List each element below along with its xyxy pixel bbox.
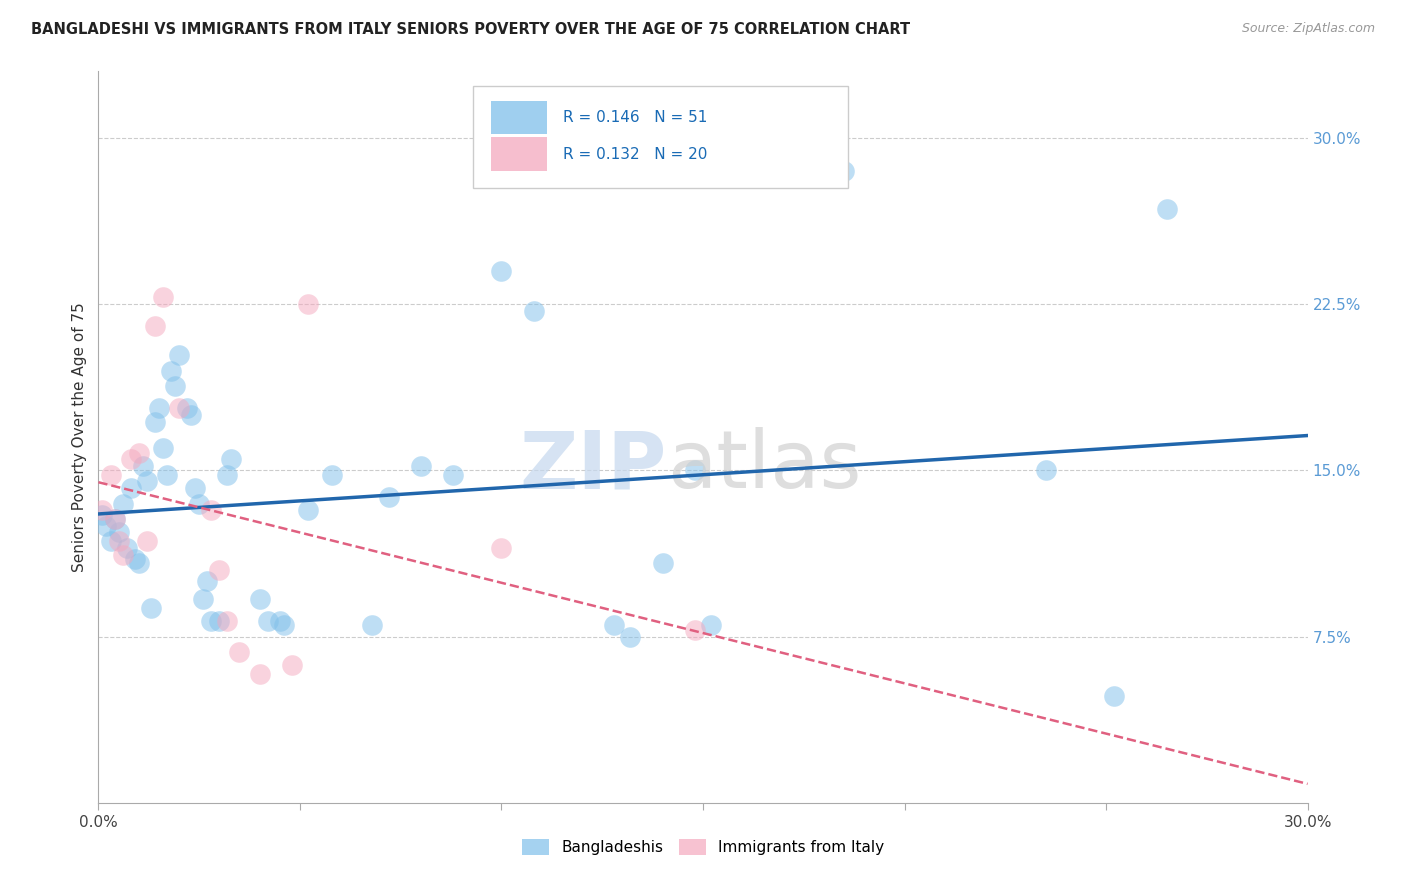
Point xyxy=(217,614,239,628)
Point xyxy=(832,164,855,178)
Point xyxy=(139,600,162,615)
Text: Source: ZipAtlas.com: Source: ZipAtlas.com xyxy=(1241,22,1375,36)
Point xyxy=(160,363,183,377)
Point xyxy=(143,415,166,429)
Point xyxy=(200,503,222,517)
Point xyxy=(163,379,186,393)
Point xyxy=(128,557,150,571)
Point xyxy=(409,458,432,473)
Point xyxy=(152,290,174,304)
Point xyxy=(619,630,641,644)
Point xyxy=(208,563,231,577)
Point xyxy=(228,645,250,659)
Point xyxy=(103,512,125,526)
Y-axis label: Seniors Poverty Over the Age of 75: Seniors Poverty Over the Age of 75 xyxy=(72,302,87,572)
Point xyxy=(103,512,125,526)
Point xyxy=(491,264,513,278)
Point xyxy=(683,623,706,637)
Point xyxy=(700,618,723,632)
Point xyxy=(269,614,291,628)
Point xyxy=(281,658,304,673)
Point xyxy=(441,467,464,482)
Text: atlas: atlas xyxy=(666,427,860,506)
Point xyxy=(180,408,202,422)
Point xyxy=(217,467,239,482)
Point xyxy=(1102,690,1125,704)
Point xyxy=(321,467,343,482)
Legend: Bangladeshis, Immigrants from Italy: Bangladeshis, Immigrants from Italy xyxy=(516,833,890,861)
Point xyxy=(297,297,319,311)
Point xyxy=(523,303,546,318)
Point xyxy=(249,667,271,681)
Point xyxy=(120,481,142,495)
Point xyxy=(100,467,122,482)
Point xyxy=(156,467,179,482)
FancyBboxPatch shape xyxy=(474,86,848,188)
Point xyxy=(148,401,170,416)
Point xyxy=(297,503,319,517)
Point xyxy=(91,508,114,522)
Point xyxy=(135,534,157,549)
Point xyxy=(176,401,198,416)
Point xyxy=(188,497,211,511)
Point xyxy=(491,541,513,555)
Text: BANGLADESHI VS IMMIGRANTS FROM ITALY SENIORS POVERTY OVER THE AGE OF 75 CORRELAT: BANGLADESHI VS IMMIGRANTS FROM ITALY SEN… xyxy=(31,22,910,37)
Point xyxy=(221,452,243,467)
Point xyxy=(143,319,166,334)
Point xyxy=(1035,463,1057,477)
Text: R = 0.132   N = 20: R = 0.132 N = 20 xyxy=(562,146,707,161)
Point xyxy=(111,548,134,562)
Point xyxy=(184,481,207,495)
Point xyxy=(111,497,134,511)
Text: ZIP: ZIP xyxy=(519,427,666,506)
Point xyxy=(91,503,114,517)
Point xyxy=(683,463,706,477)
Point xyxy=(195,574,218,589)
Point xyxy=(120,452,142,467)
Point xyxy=(200,614,222,628)
Point xyxy=(128,445,150,459)
Text: R = 0.146   N = 51: R = 0.146 N = 51 xyxy=(562,110,707,125)
Point xyxy=(167,348,190,362)
FancyBboxPatch shape xyxy=(492,101,547,135)
Point xyxy=(107,534,129,549)
Point xyxy=(361,618,384,632)
Point xyxy=(135,475,157,489)
Point xyxy=(100,534,122,549)
Point xyxy=(1156,202,1178,216)
Point xyxy=(132,458,155,473)
FancyBboxPatch shape xyxy=(492,137,547,171)
Point xyxy=(249,591,271,606)
Point xyxy=(115,541,138,555)
Point xyxy=(152,441,174,455)
Point xyxy=(208,614,231,628)
Point xyxy=(256,614,278,628)
Point xyxy=(167,401,190,416)
Point xyxy=(377,490,399,504)
Point xyxy=(603,618,626,632)
Point xyxy=(651,557,673,571)
Point xyxy=(273,618,295,632)
Point xyxy=(193,591,215,606)
Point xyxy=(124,552,146,566)
Point xyxy=(96,518,118,533)
Point xyxy=(107,525,129,540)
